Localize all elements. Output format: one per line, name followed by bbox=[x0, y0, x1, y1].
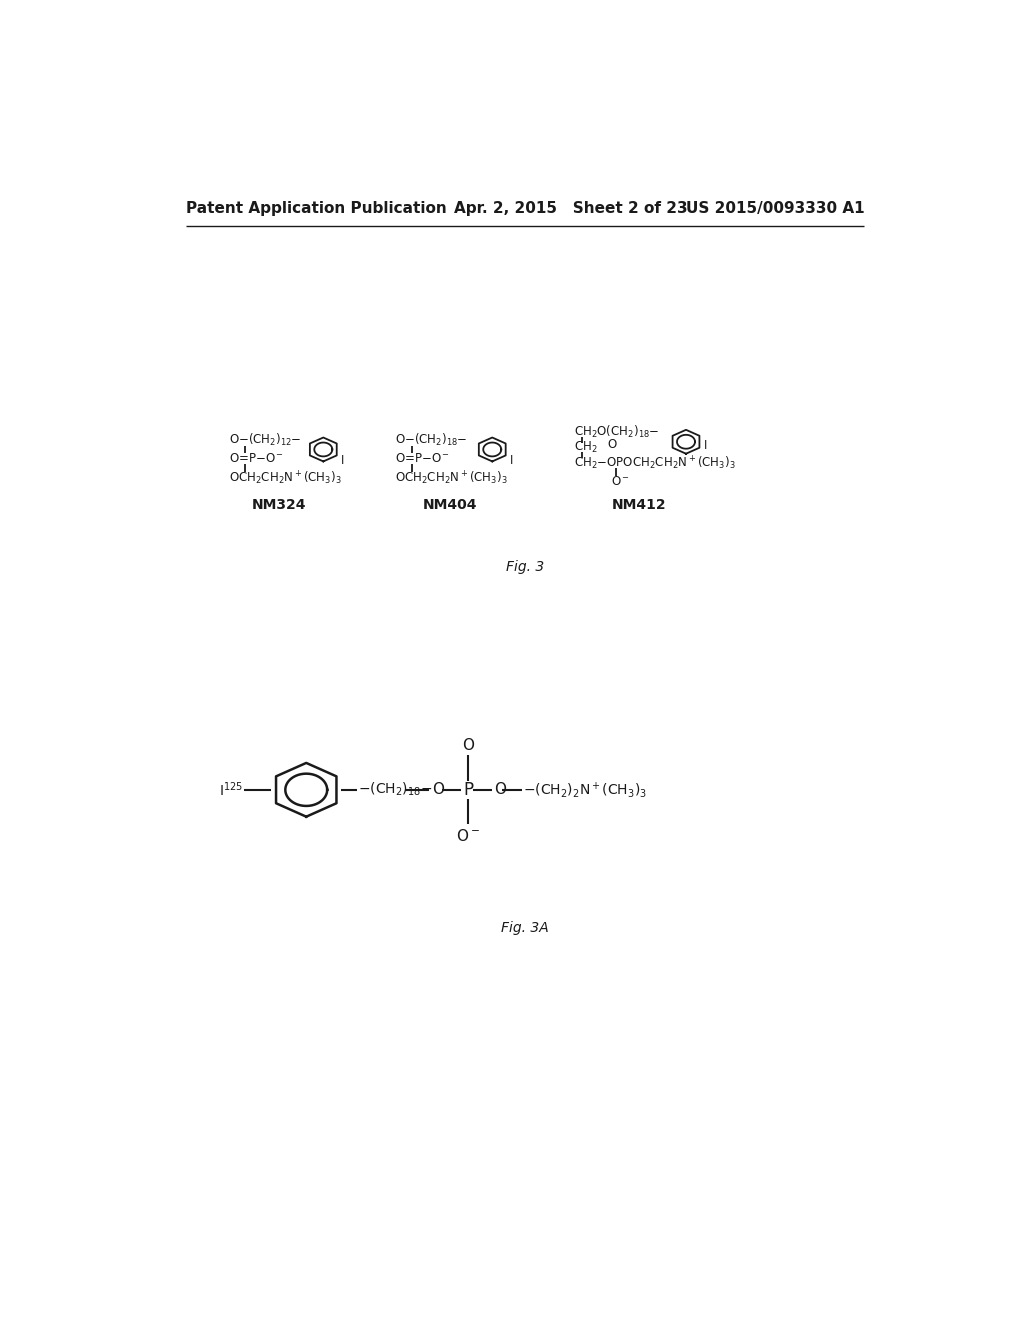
Text: NM404: NM404 bbox=[422, 498, 477, 512]
Text: O: O bbox=[607, 437, 616, 450]
Text: P: P bbox=[464, 781, 474, 799]
Text: O: O bbox=[432, 783, 444, 797]
Text: I: I bbox=[341, 454, 344, 467]
Text: NM324: NM324 bbox=[252, 498, 306, 512]
Text: O=P$-$O$^-$: O=P$-$O$^-$ bbox=[395, 453, 451, 465]
Text: O$^-$: O$^-$ bbox=[457, 828, 480, 843]
Text: NM412: NM412 bbox=[612, 498, 667, 512]
Text: I$^{125}$: I$^{125}$ bbox=[219, 780, 243, 799]
Text: I: I bbox=[510, 454, 513, 467]
Text: Fig. 3A: Fig. 3A bbox=[501, 921, 549, 936]
Text: I: I bbox=[703, 440, 708, 453]
Text: OCH$_2$CH$_2$N$^+$(CH$_3)_3$: OCH$_2$CH$_2$N$^+$(CH$_3)_3$ bbox=[228, 469, 341, 487]
Text: Patent Application Publication: Patent Application Publication bbox=[186, 201, 446, 216]
Text: CH$_2$$-$OPOCH$_2$CH$_2$N$^+$(CH$_3)_3$: CH$_2$$-$OPOCH$_2$CH$_2$N$^+$(CH$_3)_3$ bbox=[573, 454, 735, 473]
Text: $-$(CH$_2)_{18}$$-$: $-$(CH$_2)_{18}$$-$ bbox=[358, 781, 432, 799]
Text: Apr. 2, 2015   Sheet 2 of 23: Apr. 2, 2015 Sheet 2 of 23 bbox=[454, 201, 687, 216]
Text: O$^-$: O$^-$ bbox=[611, 475, 630, 488]
Text: O: O bbox=[494, 783, 506, 797]
Text: CH$_2$O(CH$_2)_{18}$$-$: CH$_2$O(CH$_2)_{18}$$-$ bbox=[573, 424, 659, 440]
Text: Fig. 3: Fig. 3 bbox=[506, 560, 544, 573]
Text: O: O bbox=[462, 738, 474, 752]
Text: O=P$-$O$^-$: O=P$-$O$^-$ bbox=[228, 453, 284, 465]
Text: O$-$(CH$_2)_{12}$$-$: O$-$(CH$_2)_{12}$$-$ bbox=[228, 432, 301, 447]
Text: $-$(CH$_2)_2$N$^+$(CH$_3)_3$: $-$(CH$_2)_2$N$^+$(CH$_3)_3$ bbox=[523, 780, 647, 800]
Text: OCH$_2$CH$_2$N$^+$(CH$_3)_3$: OCH$_2$CH$_2$N$^+$(CH$_3)_3$ bbox=[395, 469, 508, 487]
Text: US 2015/0093330 A1: US 2015/0093330 A1 bbox=[686, 201, 864, 216]
Text: O$-$(CH$_2)_{18}$$-$: O$-$(CH$_2)_{18}$$-$ bbox=[395, 432, 468, 447]
Text: CH$_2$: CH$_2$ bbox=[573, 440, 597, 454]
